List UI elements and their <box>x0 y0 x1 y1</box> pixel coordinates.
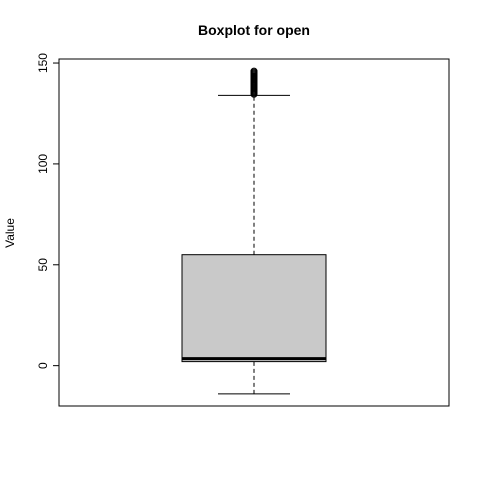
y-tick-label: 150 <box>36 53 50 73</box>
outlier-point <box>250 67 258 75</box>
y-tick-label: 50 <box>36 258 50 272</box>
y-tick-label: 100 <box>36 154 50 174</box>
chart-title: Boxplot for open <box>198 22 310 38</box>
y-axis-label: Value <box>3 218 17 248</box>
interquartile-box <box>181 254 327 363</box>
y-tick-label: 0 <box>36 362 50 369</box>
box-group <box>181 67 327 395</box>
plot-frame <box>58 58 450 407</box>
y-axis: 0 50 100 150 <box>36 53 59 369</box>
